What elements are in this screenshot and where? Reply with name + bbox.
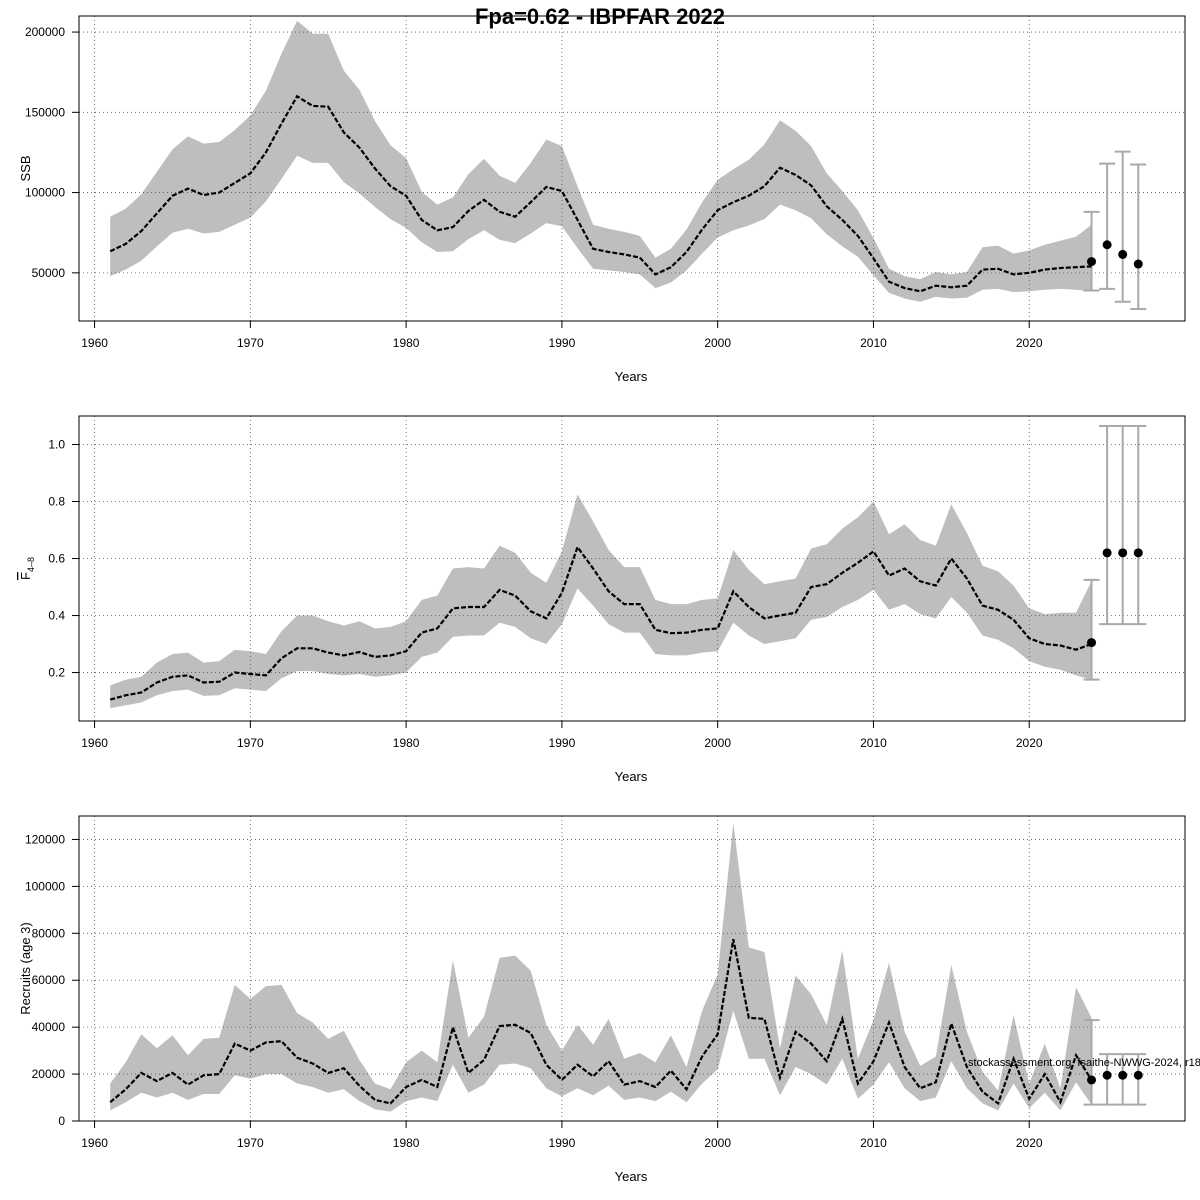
panel-ssb: 1960 1970 1980 1990 2000 2010 2020 50000 100000 1…	[18, 15, 1186, 384]
recruits-x-axis-title: Years	[615, 1169, 648, 1184]
fbar-y-tick-label-1: 1.0	[48, 438, 65, 452]
recruits-x-tick-label-2010: 2010	[860, 1136, 887, 1150]
recruits-y-tick-label-60000: 60000	[32, 973, 66, 987]
fbar-forecast-point-2024	[1087, 638, 1097, 648]
ssb-x-tick-label-1970: 1970	[237, 336, 264, 350]
ssb-y-axis-title: SSB	[18, 155, 33, 181]
ssb-x-tick-label-1990: 1990	[549, 336, 576, 350]
ssb-plot-frame	[78, 15, 1186, 322]
fbar-x-tick-label-1960: 1960	[81, 736, 108, 750]
recruits-y-tick-label-100000: 100000	[25, 879, 65, 893]
fbar-y-axis-title: F4–8	[18, 557, 36, 580]
fbar-y-tick-label-0.8: 0.8	[48, 495, 65, 509]
ssb-x-tick-label-1960: 1960	[81, 336, 108, 350]
recruits-y-tick-label-20000: 20000	[32, 1067, 66, 1081]
recruits-y-axis-title: Recruits (age 3)	[18, 922, 33, 1014]
recruits-y-tick-label-40000: 40000	[32, 1020, 66, 1034]
ssb-y-tick-label-150000: 150000	[25, 105, 65, 119]
ssb-x-tick-label-2020: 2020	[1016, 336, 1043, 350]
ssb-y-tick-label-200000: 200000	[25, 25, 65, 39]
recruits-y-tick-label-120000: 120000	[25, 832, 65, 846]
recruits-x-tick-label-1980: 1980	[393, 1136, 420, 1150]
ssb-forecast-point-2026	[1118, 249, 1128, 259]
fbar-y-axis-title-sub: 4–8	[26, 557, 36, 572]
recruits-forecast-point-2027	[1133, 1070, 1143, 1080]
ssb-x-tick-label-1980: 1980	[393, 336, 420, 350]
ssb-forecast-point-2025	[1102, 240, 1112, 250]
fbar-y-tick-label-0.6: 0.6	[48, 552, 65, 566]
recruits-estimate-line	[109, 938, 1093, 1106]
panel-recruits: 1960 1970 1980 1990 2000 2010 2020 0 20000 40000 6…	[18, 815, 1186, 1184]
figure-title: Fpa=0.62 - IBPFAR 2022	[475, 4, 725, 29]
recruits-y-tick-label-80000: 80000	[32, 926, 66, 940]
ssb-confidence-band	[110, 20, 1092, 302]
fbar-estimate-line	[109, 544, 1092, 701]
fbar-x-tick-label-1970: 1970	[237, 736, 264, 750]
ssb-x-axis-title: Years	[615, 369, 648, 384]
fbar-forecast-point-2025	[1102, 548, 1112, 558]
fbar-x-tick-label-2020: 2020	[1016, 736, 1043, 750]
recruits-x-tick-label-1970: 1970	[237, 1136, 264, 1150]
fbar-x-tick-label-2000: 2000	[704, 736, 731, 750]
fbar-y-tick-label-0.4: 0.4	[48, 609, 65, 623]
fbar-y-axis-title-main: F	[18, 572, 33, 580]
recruits-forecast-point-2026	[1118, 1070, 1128, 1080]
recruits-x-tick-label-2000: 2000	[704, 1136, 731, 1150]
fbar-confidence-band	[110, 494, 1092, 709]
fbar-x-axis-title: Years	[615, 769, 648, 784]
fbar-forecast-point-2026	[1118, 548, 1128, 558]
recruits-x-tick-label-1990: 1990	[549, 1136, 576, 1150]
fbar-plot-frame	[78, 415, 1186, 722]
panels: 1960 1970 1980 1990 2000 2010 2020500001000001…	[18, 15, 1186, 1184]
fbar-forecast-point-2027	[1133, 548, 1143, 558]
recruits-forecast-point-2025	[1102, 1070, 1112, 1080]
credit-text: stockassessment.org, fsaithe-NWWG-2024, …	[968, 1057, 1200, 1069]
recruits-x-tick-label-1960: 1960	[81, 1136, 108, 1150]
ssb-estimate-line	[109, 94, 1092, 293]
ssb-y-tick-label-50000: 50000	[32, 266, 66, 280]
ssb-forecast-point-2027	[1133, 259, 1143, 269]
recruits-plot-frame	[78, 815, 1186, 1122]
panel-fbar: 1960 1970 1980 1990 2000 2010 2020 0.2 0.4 0.6 0.8…	[18, 415, 1186, 784]
ssb-forecast-point-2024	[1087, 257, 1097, 267]
fbar-y-tick-label-0.2: 0.2	[48, 666, 65, 680]
ssb-y-tick-label-100000: 100000	[25, 186, 65, 200]
fbar-x-tick-label-1980: 1980	[393, 736, 420, 750]
recruits-y-tick-label-0: 0	[58, 1114, 65, 1128]
ssb-x-tick-label-2000: 2000	[704, 336, 731, 350]
fbar-x-tick-label-1990: 1990	[549, 736, 576, 750]
ssb-x-tick-label-2010: 2010	[860, 336, 887, 350]
recruits-forecast-point-2024	[1087, 1075, 1097, 1085]
fbar-x-tick-label-2010: 2010	[860, 736, 887, 750]
recruits-x-tick-label-2020: 2020	[1016, 1136, 1043, 1150]
